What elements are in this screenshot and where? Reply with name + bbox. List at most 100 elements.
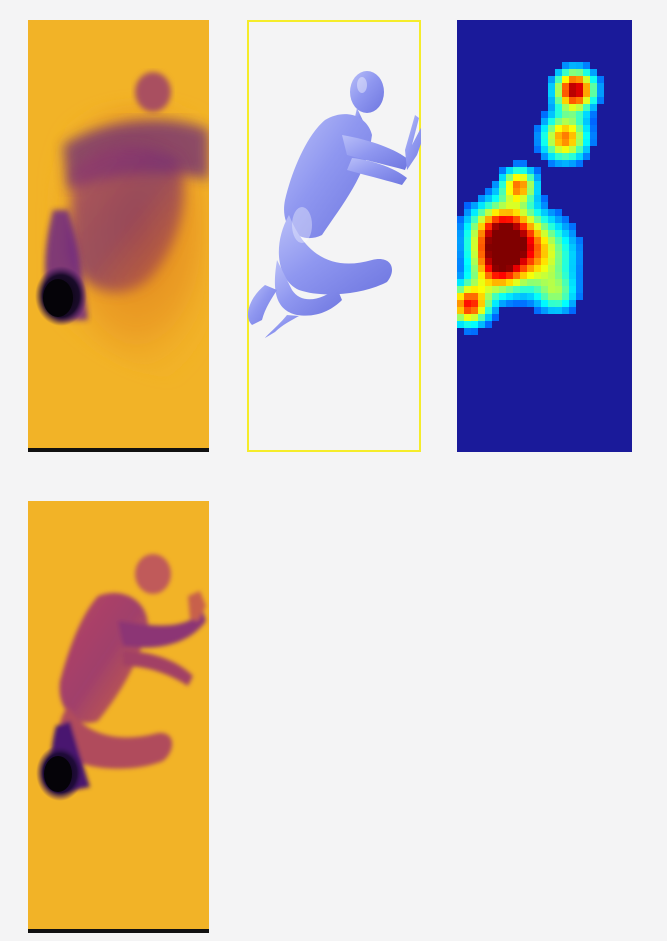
heatmap-cell	[534, 258, 541, 265]
heatmap-cell	[485, 202, 492, 209]
heatmap-cell	[499, 209, 506, 216]
heatmap-cell	[541, 202, 548, 209]
heatmap-cell	[478, 195, 485, 202]
heatmap-cell	[506, 188, 513, 195]
heatmap-cell	[576, 97, 583, 104]
heatmap-cell	[576, 293, 583, 300]
heatmap-cell	[520, 209, 527, 216]
heatmap-cell	[464, 300, 471, 307]
heatmap-cell	[541, 251, 548, 258]
heatmap-cell	[534, 216, 541, 223]
heatmap-cell	[527, 167, 534, 174]
heatmap-cell	[583, 125, 590, 132]
heatmap-cell	[569, 125, 576, 132]
heatmap-cell	[534, 181, 541, 188]
heatmap-cell	[478, 230, 485, 237]
attention-heatmap-image	[457, 20, 632, 452]
heatmap-cell	[534, 125, 541, 132]
heatmap-cell	[492, 272, 499, 279]
heatmap-cell	[457, 258, 464, 265]
heatmap-cell	[576, 258, 583, 265]
heatmap-cell	[520, 300, 527, 307]
heatmap-cell	[492, 230, 499, 237]
heatmap-cell	[534, 167, 541, 174]
heatmap-cell	[478, 272, 485, 279]
heatmap-cell	[534, 209, 541, 216]
heatmap-cell	[583, 111, 590, 118]
heatmap-cell	[534, 300, 541, 307]
heatmap-cell	[499, 223, 506, 230]
heatmap-cell	[555, 265, 562, 272]
heatmap-cell	[457, 244, 464, 251]
heatmap-cell	[569, 62, 576, 69]
heatmap-cell	[548, 265, 555, 272]
heatmap-cell	[548, 76, 555, 83]
heatmap-cell	[464, 202, 471, 209]
heatmap-cell	[562, 139, 569, 146]
heatmap-cell	[562, 216, 569, 223]
heatmap-cell	[520, 272, 527, 279]
mesh-render-image	[247, 20, 421, 452]
heatmap-cell	[548, 160, 555, 167]
heatmap-cell	[569, 146, 576, 153]
heatmap-cell	[590, 125, 597, 132]
heatmap-cell	[569, 279, 576, 286]
heatmap-cell	[527, 195, 534, 202]
heatmap-cell	[569, 300, 576, 307]
heatmap-cell	[520, 237, 527, 244]
heatmap-cell	[548, 132, 555, 139]
heatmap-cell	[471, 216, 478, 223]
heatmap-cell	[527, 300, 534, 307]
heatmap-cell	[527, 202, 534, 209]
heatmap-cell	[583, 132, 590, 139]
heatmap-cell	[548, 251, 555, 258]
heatmap-cell	[478, 258, 485, 265]
heatmap-cell	[583, 69, 590, 76]
heatmap-cell	[499, 167, 506, 174]
heatmap-cell	[457, 272, 464, 279]
heatmap-cell	[590, 76, 597, 83]
heatmap-cell	[499, 237, 506, 244]
heatmap-cell	[520, 195, 527, 202]
heatmap-cell	[555, 244, 562, 251]
heatmap-cell	[555, 118, 562, 125]
heatmap-cell	[562, 251, 569, 258]
heatmap-cell	[464, 237, 471, 244]
heatmap-cell	[492, 314, 499, 321]
heatmap-cell	[569, 76, 576, 83]
heatmap-cell	[555, 286, 562, 293]
heatmap-cell	[506, 216, 513, 223]
heatmap-cell	[548, 286, 555, 293]
heatmap-cell	[576, 286, 583, 293]
heatmap-cell	[527, 230, 534, 237]
heatmap-cell	[541, 286, 548, 293]
heatmap-cell	[555, 307, 562, 314]
heatmap-cell	[541, 265, 548, 272]
heatmap-cell	[541, 111, 548, 118]
heatmap-cell	[527, 188, 534, 195]
heatmap-cell	[506, 167, 513, 174]
heatmap-cell	[555, 272, 562, 279]
heatmap-cell	[576, 118, 583, 125]
heatmap-cell	[471, 293, 478, 300]
heatmap-cell	[590, 139, 597, 146]
heatmap-cell	[576, 279, 583, 286]
heatmap-cell	[534, 265, 541, 272]
heatmap-cell	[569, 90, 576, 97]
heatmap-cell	[562, 223, 569, 230]
heatmap-cell	[555, 293, 562, 300]
heatmap-cell	[597, 97, 604, 104]
heatmap-cell	[548, 272, 555, 279]
heatmap-cell	[492, 188, 499, 195]
heatmap-cell	[506, 286, 513, 293]
heatmap-cell	[464, 216, 471, 223]
heatmap-cell	[506, 195, 513, 202]
heatmap-cell	[548, 209, 555, 216]
heatmap-cell	[569, 118, 576, 125]
heatmap-cell	[457, 300, 464, 307]
heatmap-cell	[506, 272, 513, 279]
heatmap-cell	[520, 230, 527, 237]
heatmap-cell	[492, 286, 499, 293]
heatmap-cell	[464, 230, 471, 237]
heatmap-cell	[520, 258, 527, 265]
